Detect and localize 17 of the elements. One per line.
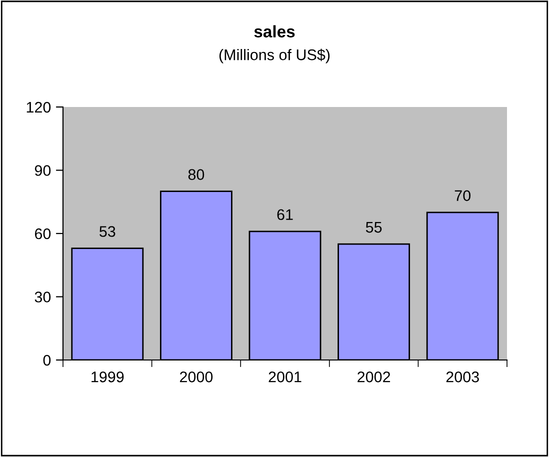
y-tick-label: 30 [34, 292, 51, 302]
chart-title: sales [254, 25, 295, 38]
y-tick-label: 120 [26, 102, 51, 113]
x-tick-label: 2002 [358, 372, 390, 382]
chart-subtitle: (Millions of US$) [219, 48, 330, 64]
data-label: 61 [277, 209, 293, 220]
x-tick-label: 2003 [446, 372, 479, 382]
data-label: 55 [366, 222, 382, 233]
data-label: 80 [188, 169, 204, 180]
x-tick-label: 2001 [268, 372, 302, 382]
data-label: 70 [454, 190, 470, 202]
x-tick-label: 2000 [180, 372, 213, 382]
y-tick-label: 0 [43, 354, 51, 366]
y-tick-label: 60 [34, 228, 51, 240]
x-tick-label: 1999 [92, 372, 124, 382]
data-label: 53 [100, 226, 116, 237]
y-tick-label: 90 [34, 165, 51, 176]
